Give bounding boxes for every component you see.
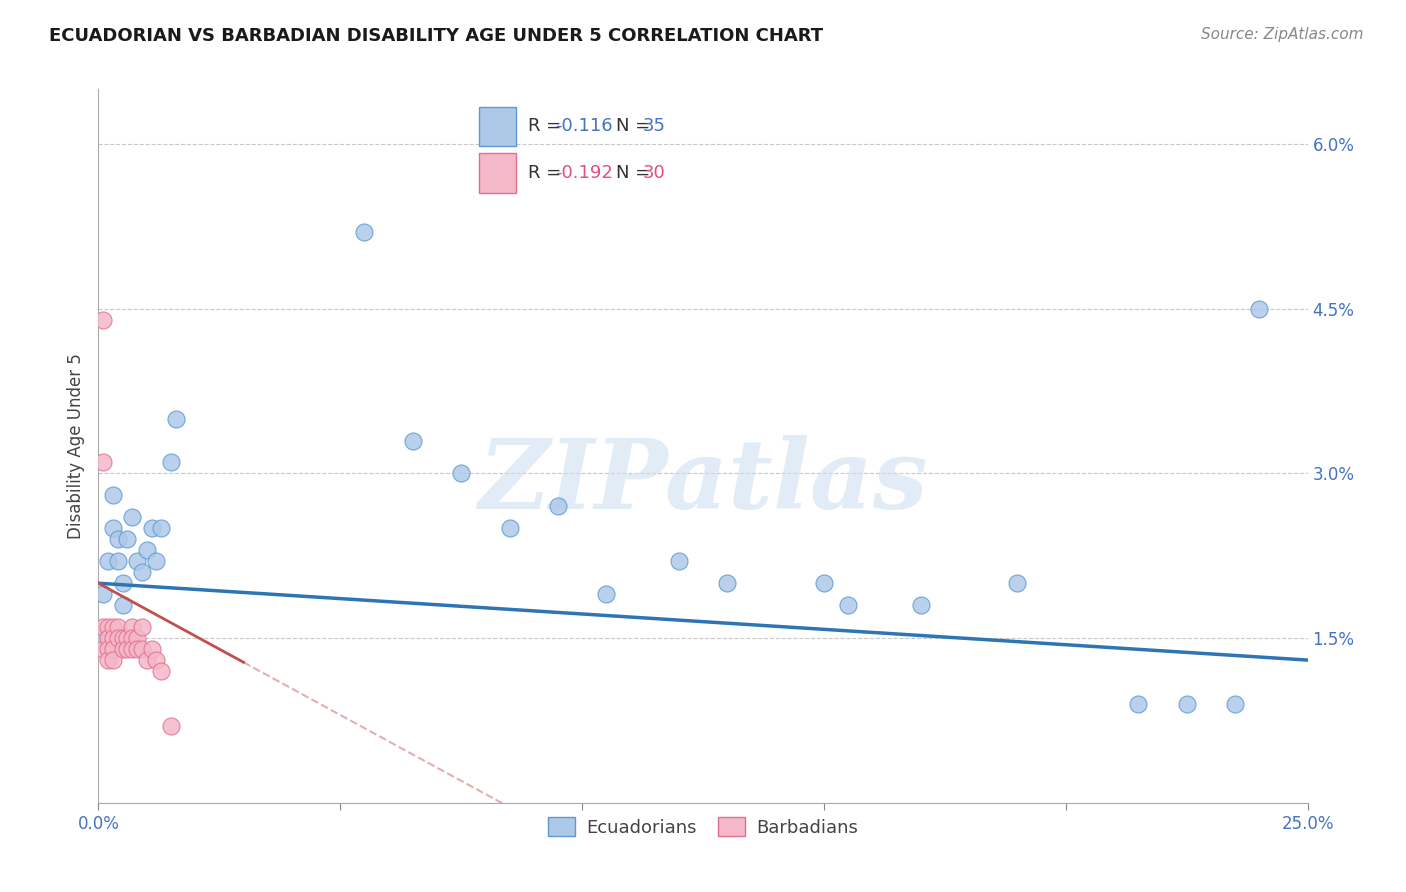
Point [91,455,114,469]
Point [117,642,139,657]
Text: R =: R = [527,164,567,182]
Text: N =: N = [616,118,657,136]
FancyBboxPatch shape [479,153,516,193]
Point [135,653,157,667]
Point [127,642,149,657]
Text: 30: 30 [643,164,665,182]
Point [145,554,167,568]
Text: Source: ZipAtlas.com: Source: ZipAtlas.com [1201,27,1364,42]
Point [141,642,163,657]
Point [91,642,114,657]
Point [160,455,183,469]
Point [111,576,134,591]
Point [160,719,183,733]
Point [1249,301,1271,316]
Point [107,554,129,568]
Point [131,620,153,634]
Point [450,467,472,481]
Y-axis label: Disability Age Under 5: Disability Age Under 5 [66,353,84,539]
Point [145,653,167,667]
Point [131,566,153,580]
Point [111,631,134,645]
Point [107,620,129,634]
Point [498,521,520,535]
Point [165,411,187,425]
Point [127,631,149,645]
Point [91,312,114,326]
Point [668,554,690,568]
Point [107,533,129,547]
FancyBboxPatch shape [479,107,516,146]
Point [101,631,124,645]
Point [91,620,114,634]
Point [97,642,120,657]
Point [150,521,173,535]
Point [910,598,932,612]
Point [121,510,143,524]
Text: ECUADORIAN VS BARBADIAN DISABILITY AGE UNDER 5 CORRELATION CHART: ECUADORIAN VS BARBADIAN DISABILITY AGE U… [49,27,824,45]
Text: -0.116: -0.116 [555,118,613,136]
Point [111,598,134,612]
Point [595,587,617,601]
Point [127,554,149,568]
Point [121,620,143,634]
Point [101,620,124,634]
Point [117,533,139,547]
Text: N =: N = [616,164,657,182]
Point [97,631,120,645]
Point [91,631,114,645]
Point [150,664,173,678]
Point [117,631,139,645]
Point [121,631,143,645]
Point [837,598,859,612]
Point [101,488,124,502]
Point [1007,576,1029,591]
Point [1223,697,1246,711]
Point [1175,697,1198,711]
Point [107,631,129,645]
Point [97,653,120,667]
Point [101,521,124,535]
Point [813,576,835,591]
Point [135,543,157,558]
Text: R =: R = [527,118,567,136]
Point [101,653,124,667]
Point [101,642,124,657]
Point [353,225,375,239]
Text: ZIPatlas: ZIPatlas [478,434,928,529]
Point [1128,697,1150,711]
Point [547,500,569,514]
Point [111,642,134,657]
Point [402,434,425,448]
Point [97,554,120,568]
Text: 35: 35 [643,118,665,136]
Point [141,521,163,535]
Point [716,576,738,591]
Point [131,642,153,657]
Point [97,620,120,634]
Text: -0.192: -0.192 [555,164,613,182]
Point [121,642,143,657]
Point [91,587,114,601]
Legend: Ecuadorians, Barbadians: Ecuadorians, Barbadians [541,810,865,844]
